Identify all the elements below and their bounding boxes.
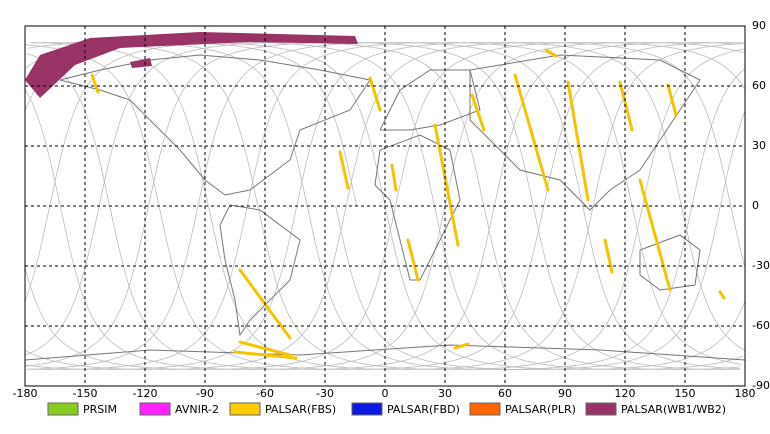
x-tick-label: -30 [316,387,334,400]
legend-label: PRSIM [83,403,117,416]
legend-swatch [469,402,501,416]
strip [233,350,298,360]
orbit-track [24,42,435,301]
strip [453,342,470,350]
y-tick-label: 90 [752,19,766,32]
y-tick-label: -30 [752,259,770,272]
orbit-track [483,205,741,371]
observation-strips [90,48,726,360]
strip [513,73,550,192]
strip [638,178,672,292]
y-tick-label: -60 [752,319,770,332]
europe [379,69,481,131]
orbit-track [28,42,308,207]
orbit-track [257,48,745,371]
orbit-track [582,205,741,370]
legend-label: PALSAR(PLR) [505,403,576,416]
orbit-track [730,205,746,268]
orbit-track [208,43,745,371]
legend-swatch [585,402,617,416]
strip [368,76,382,112]
orbit-track [532,205,740,371]
x-tick-label: 120 [615,387,636,400]
strip [338,150,350,190]
orbit-track [434,205,744,371]
orbit-tracks [24,42,746,371]
south-america [219,204,301,337]
orbit-track [26,53,110,207]
map-frame [24,25,746,387]
x-tick-label: -60 [256,387,274,400]
strip [238,340,292,357]
north-america [59,54,371,196]
legend-swatch [351,402,383,416]
wide-beam-swath [25,32,358,98]
orbit-track [25,89,61,207]
legend-swatch [139,402,171,416]
strip [470,93,486,132]
y-tick-label: 0 [752,199,759,212]
australia [639,234,701,291]
x-tick-label: 30 [438,387,452,400]
orbit-track [158,42,744,371]
x-tick-label: 0 [382,387,389,400]
x-tick-label: -150 [73,387,98,400]
orbit-track [25,42,732,371]
legend-label: PALSAR(FBS) [265,403,336,416]
x-tick-label: -180 [13,387,38,400]
orbit-track [24,42,746,371]
orbit-track [25,42,485,356]
legend-label: PALSAR(WB1/WB2) [621,403,726,416]
orbit-track [631,205,743,365]
wide-beam-swath [130,58,152,68]
x-tick-label: 90 [558,387,572,400]
orbit-track [384,205,746,371]
strip [666,83,678,117]
y-tick-label: 60 [752,79,766,92]
y-tick-label: -90 [752,379,770,392]
legend-swatch [47,402,79,416]
x-tick-label: -90 [196,387,214,400]
orbit-track [26,42,583,370]
orbit-track [27,42,633,371]
y-tick-label: 30 [752,139,766,152]
x-tick-label: 150 [675,387,696,400]
strip [390,163,398,192]
strip [566,80,590,202]
strip [603,238,614,274]
x-tick-label: 180 [735,387,756,400]
strip [718,290,726,300]
coastlines [24,54,746,361]
strip [433,123,460,247]
strip [406,238,420,282]
orbit-track [25,44,160,207]
legend-swatch [229,402,261,416]
antarctica [24,344,746,361]
x-tick-label: 60 [498,387,512,400]
legend: PRSIM AVNIR-2 PALSAR(FBS) PALSAR(FBD) PALSAR… [47,402,726,416]
orbit-track [109,42,740,371]
x-tick-label: -120 [133,387,158,400]
strip [90,73,100,94]
strip [618,80,634,132]
legend-label: AVNIR-2 [175,403,219,416]
asia [469,54,701,211]
orbit-track [306,68,745,371]
legend-label: PALSAR(FBD) [387,403,460,416]
orbit-track [335,111,746,371]
strip [544,48,558,58]
